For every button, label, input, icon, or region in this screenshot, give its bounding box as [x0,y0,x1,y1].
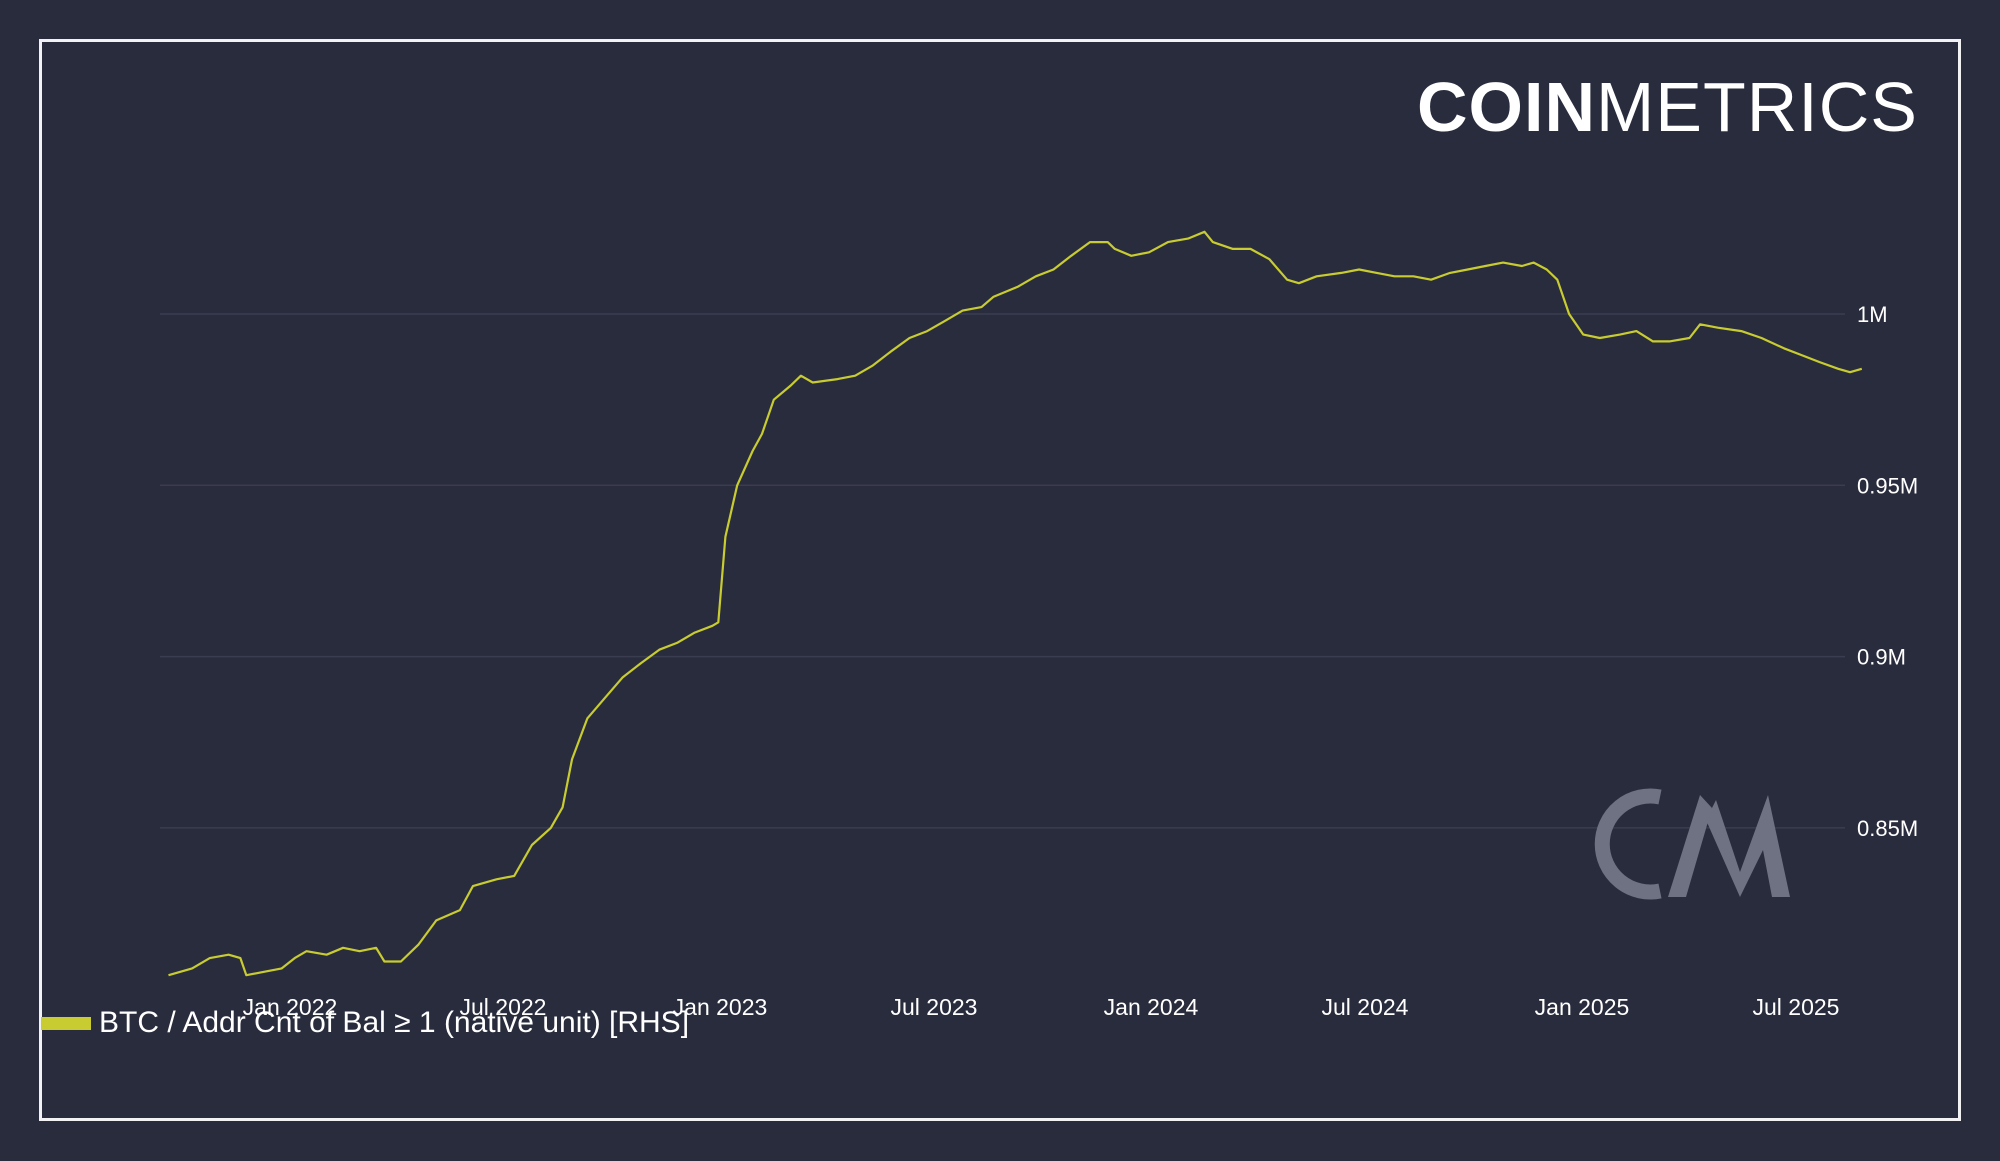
cm-watermark-icon [1594,788,1790,900]
coinmetrics-logo: COINMETRICS [1417,72,1918,142]
x-tick-label: Jul 2023 [891,994,978,1020]
x-tick-label: Jan 2025 [1535,994,1630,1020]
y-axis-ticks: 1M 0.95M 0.9M 0.85M [1857,302,1918,841]
legend-label: BTC / Addr Cnt of Bal ≥ 1 (native unit) … [99,1006,690,1039]
x-tick-label: Jan 2022 [243,994,338,1020]
chart-frame: COINMETRICS [39,39,1961,1121]
x-axis-ticks: Jan 2022 Jul 2022 Jan 2023 Jul 2023 Jan 2024… [243,994,1840,1020]
y-tick-label: 0.95M [1857,473,1918,498]
logo-bold-text: COIN [1417,68,1596,146]
legend-item[interactable]: BTC / Addr Cnt of Bal ≥ 1 (native unit) … [41,1006,689,1040]
x-tick-label: Jan 2024 [1104,994,1199,1020]
x-tick-label: Jan 2023 [673,994,768,1020]
x-tick-label: Jul 2024 [1322,994,1409,1020]
series-line [168,230,1863,977]
y-tick-label: 1M [1857,302,1888,327]
legend-swatch [41,1016,91,1030]
x-tick-label: Jul 2025 [1753,994,1840,1020]
x-tick-label: Jul 2022 [460,994,547,1020]
y-tick-label: 0.9M [1857,645,1906,670]
y-tick-label: 0.85M [1857,816,1918,841]
logo-thin-text: METRICS [1596,68,1918,146]
grid-lines [160,313,1845,829]
